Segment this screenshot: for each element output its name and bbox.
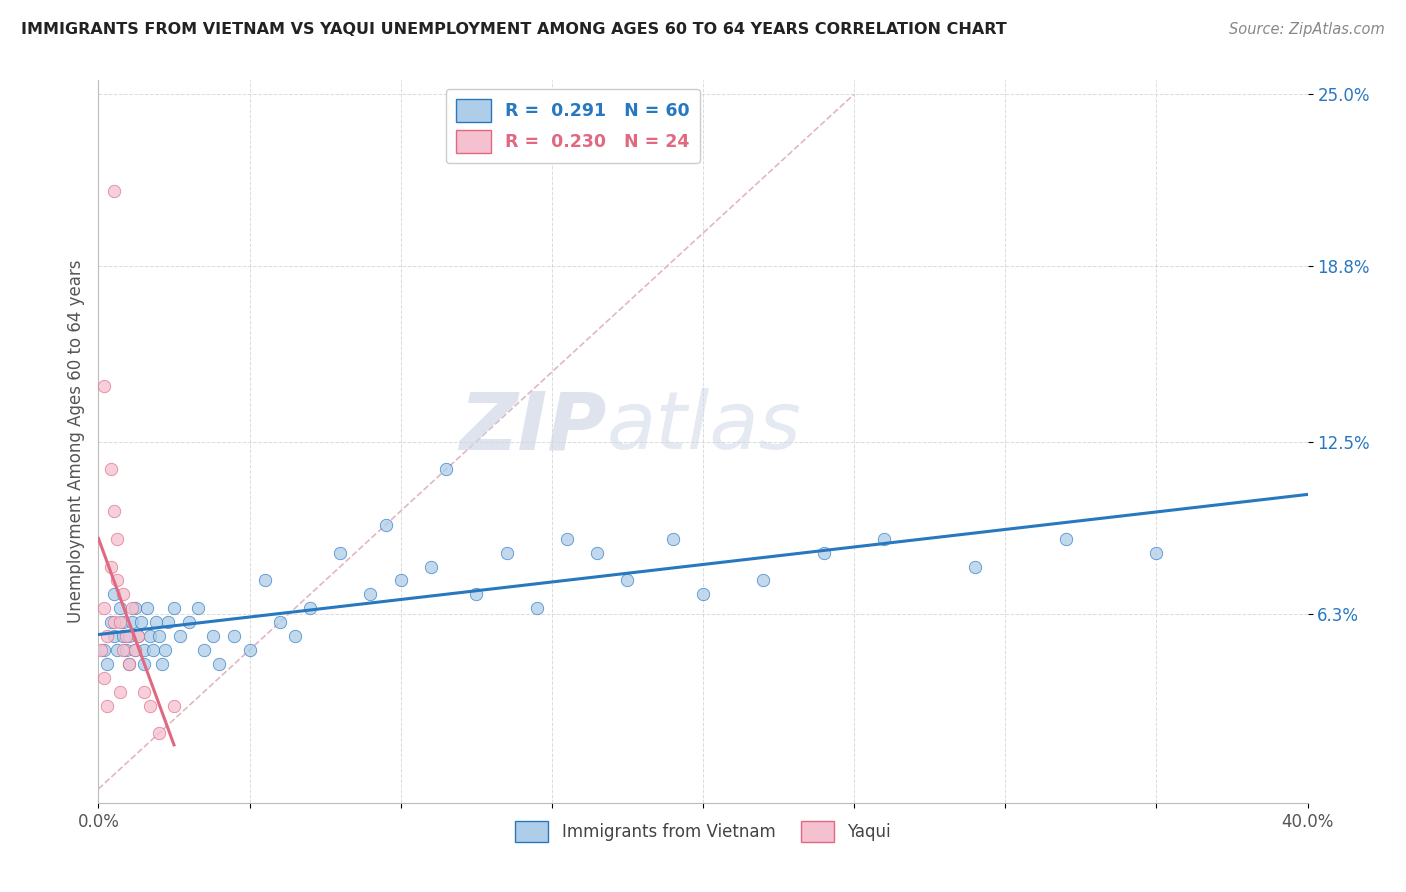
Text: ZIP: ZIP [458, 388, 606, 467]
Point [555, 532, 578, 546]
Point [105, 574, 128, 588]
Point [616, 574, 638, 588]
Point [96, 657, 118, 671]
Point [114, 643, 136, 657]
Point [124, 601, 146, 615]
Point [420, 559, 443, 574]
Point [100, 559, 122, 574]
Point [103, 504, 125, 518]
Point [105, 532, 128, 546]
Point [224, 629, 246, 643]
Point [103, 615, 125, 630]
Point [93, 601, 115, 615]
Point [586, 546, 609, 560]
Point [163, 698, 186, 713]
Text: IMMIGRANTS FROM VIETNAM VS YAQUI UNEMPLOYMENT AMONG AGES 60 TO 64 YEARS CORRELAT: IMMIGRANTS FROM VIETNAM VS YAQUI UNEMPLO… [21, 22, 1007, 37]
Point [111, 643, 134, 657]
Point [118, 629, 141, 643]
Point [124, 643, 146, 657]
Point [752, 574, 775, 588]
Point [96, 698, 118, 713]
Point [100, 462, 122, 476]
Point [179, 615, 201, 630]
Point [965, 559, 987, 574]
Point [111, 587, 134, 601]
Point [145, 615, 167, 630]
Point [284, 629, 307, 643]
Point [93, 671, 115, 685]
Point [114, 629, 136, 643]
Point [132, 643, 155, 657]
Point [299, 601, 322, 615]
Point [374, 517, 396, 532]
Point [132, 684, 155, 698]
Point [661, 532, 683, 546]
Point [187, 601, 209, 615]
Point [139, 698, 162, 713]
Point [105, 643, 128, 657]
Point [121, 601, 143, 615]
Point [132, 657, 155, 671]
Text: atlas: atlas [606, 388, 801, 467]
Point [269, 615, 291, 630]
Point [148, 726, 170, 740]
Point [465, 587, 488, 601]
Point [127, 629, 149, 643]
Point [329, 546, 352, 560]
Point [90, 643, 112, 657]
Point [127, 629, 149, 643]
Point [118, 657, 141, 671]
Point [1144, 546, 1167, 560]
Point [111, 629, 134, 643]
Point [93, 379, 115, 393]
Point [150, 657, 173, 671]
Point [389, 574, 412, 588]
Point [93, 643, 115, 657]
Point [202, 629, 225, 643]
Point [111, 615, 134, 630]
Text: Source: ZipAtlas.com: Source: ZipAtlas.com [1229, 22, 1385, 37]
Point [153, 643, 176, 657]
Point [253, 574, 276, 588]
Point [360, 587, 382, 601]
Point [96, 629, 118, 643]
Point [148, 629, 170, 643]
Point [495, 546, 517, 560]
Legend: Immigrants from Vietnam, Yaqui: Immigrants from Vietnam, Yaqui [509, 814, 897, 848]
Point [142, 643, 165, 657]
Point [1054, 532, 1077, 546]
Y-axis label: Unemployment Among Ages 60 to 64 years: Unemployment Among Ages 60 to 64 years [66, 260, 84, 624]
Point [108, 615, 131, 630]
Point [108, 684, 131, 698]
Point [873, 532, 896, 546]
Point [208, 657, 231, 671]
Point [103, 629, 125, 643]
Point [103, 185, 125, 199]
Point [129, 615, 152, 630]
Point [169, 629, 191, 643]
Point [813, 546, 835, 560]
Point [108, 601, 131, 615]
Point [156, 615, 179, 630]
Point [124, 643, 146, 657]
Point [100, 615, 122, 630]
Point [193, 643, 215, 657]
Point [135, 601, 157, 615]
Point [239, 643, 262, 657]
Point [118, 657, 141, 671]
Point [103, 587, 125, 601]
Point [163, 601, 186, 615]
Point [526, 601, 548, 615]
Point [692, 587, 714, 601]
Point [121, 615, 143, 630]
Point [139, 629, 162, 643]
Point [434, 462, 457, 476]
